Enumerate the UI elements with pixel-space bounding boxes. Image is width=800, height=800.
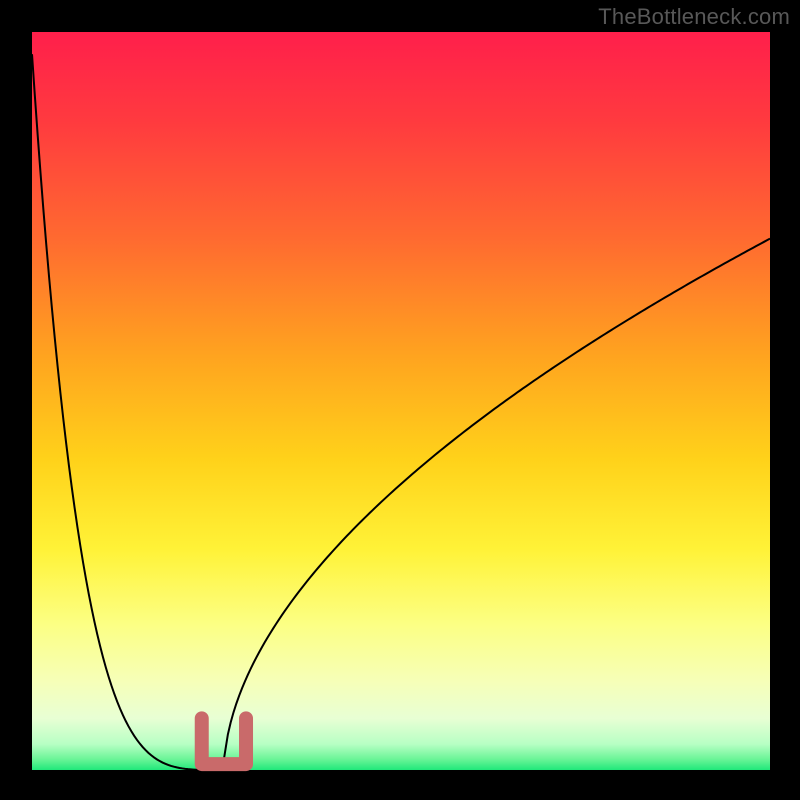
chart-svg [0,0,800,800]
chart-stage: TheBottleneck.com [0,0,800,800]
watermark-text: TheBottleneck.com [598,4,790,30]
plot-background [32,32,770,770]
